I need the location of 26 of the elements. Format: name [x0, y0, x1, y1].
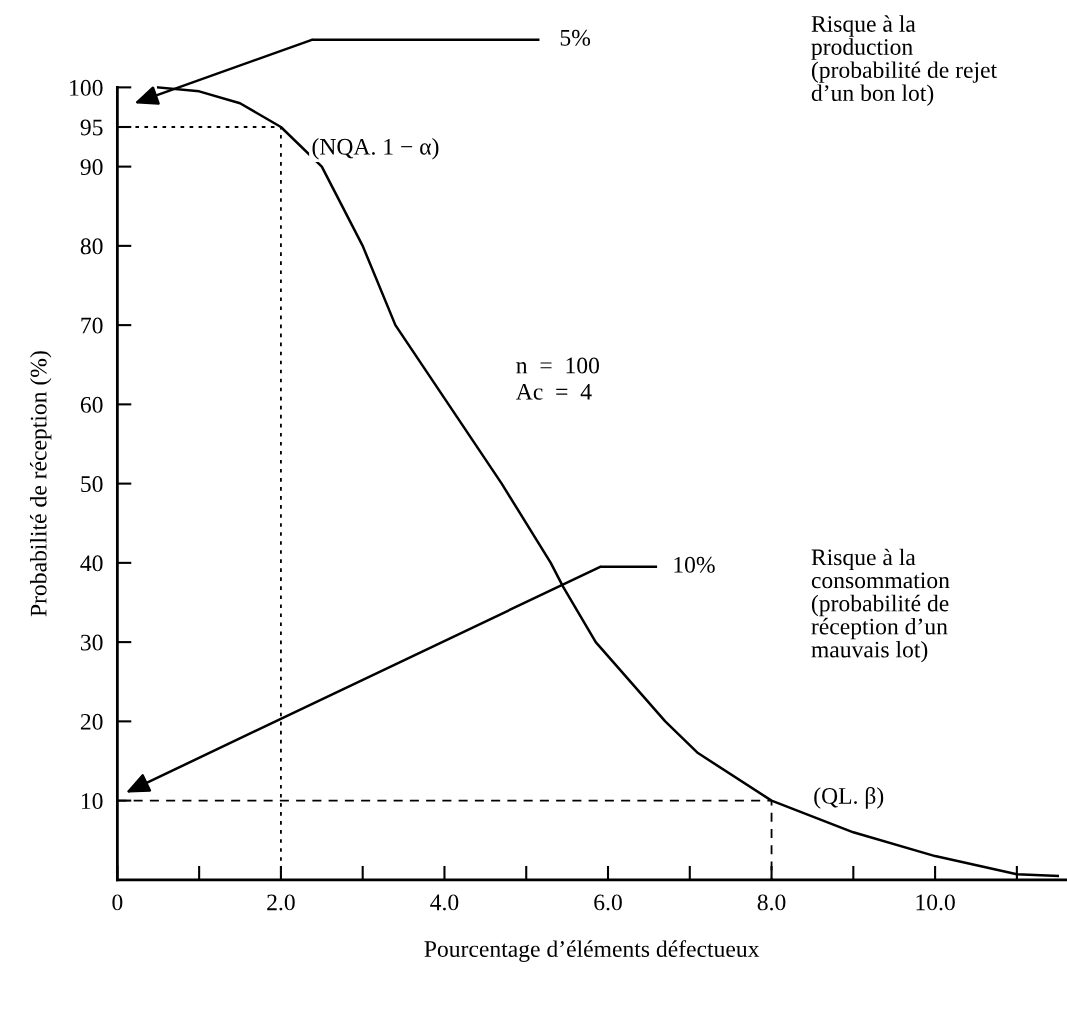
y-tick-label: 90 — [80, 159, 103, 176]
annotation: (QL. β) — [814, 787, 884, 809]
y-tick-label: 20 — [80, 713, 103, 730]
x-tick-label: 2.0 — [267, 894, 295, 911]
y-tick-label: 70 — [81, 317, 103, 334]
y-tick-label: 100 — [70, 79, 103, 96]
x-axis-title: Pourcentage d’éléments défectueux — [424, 940, 760, 962]
annotation: 10% — [674, 556, 715, 573]
x-tick-label: 4.0 — [430, 894, 459, 911]
text: 5% — [560, 29, 591, 46]
y-tick-label: 60 — [80, 396, 103, 413]
y-tick-label: 40 — [80, 555, 103, 572]
annotation: (NQA. 1 − α) — [312, 138, 439, 160]
x-tick-label: 0 — [112, 894, 123, 911]
x-tick-label: 6.0 — [594, 894, 622, 911]
x-tick-label: 10.0 — [916, 894, 955, 911]
x-tick-label: 8.0 — [757, 894, 786, 911]
y-tick-label: 50 — [81, 476, 103, 493]
y-tick-label: 30 — [81, 634, 103, 651]
y-tick-label: 10 — [81, 793, 103, 810]
annotation: n = 100 Ac = 4 — [516, 357, 600, 400]
annotation: Risque à la consommation (probabilité de réception d’un mauvais lot) — [811, 548, 950, 663]
y-tick-label: 95 — [80, 119, 103, 136]
y-axis-title: Probabilité de réception (%) — [29, 351, 52, 617]
annotation: Risque à la production (probabilité de rejet d’un bon lot) — [811, 15, 997, 106]
y-tick-label: 80 — [80, 238, 103, 255]
